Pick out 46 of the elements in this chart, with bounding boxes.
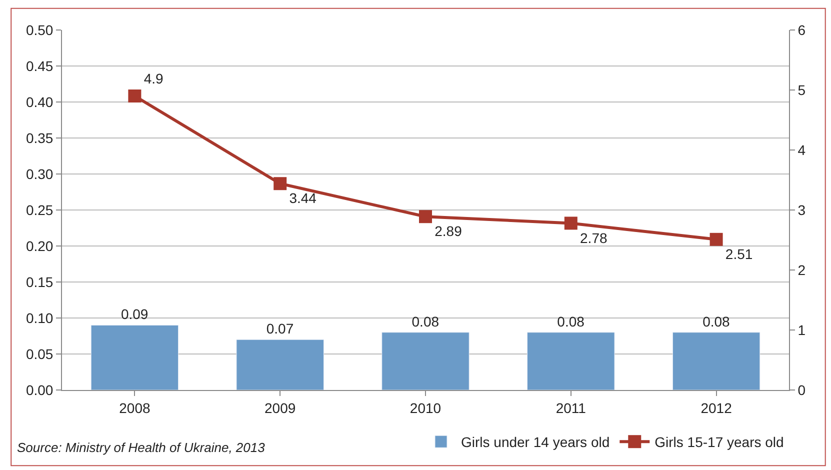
y-tick-label: 0.05 bbox=[26, 346, 54, 362]
y2-tick-label: 2 bbox=[798, 262, 806, 278]
y2-tick-label: 6 bbox=[798, 22, 806, 38]
point bbox=[710, 232, 723, 246]
y2-tick-label: 5 bbox=[798, 82, 806, 98]
data-label: 0.09 bbox=[120, 306, 148, 322]
bar bbox=[382, 332, 470, 390]
x-tick-label: 2009 bbox=[264, 400, 296, 416]
data-label: 4.9 bbox=[144, 70, 164, 86]
y-tick-label: 0.35 bbox=[26, 130, 54, 146]
y-tick-label: 0.30 bbox=[26, 166, 54, 182]
source-note: Source: Ministry of Health of Ukraine, 2013 bbox=[17, 440, 266, 455]
data-label: 0.07 bbox=[266, 320, 294, 337]
bar bbox=[527, 332, 615, 390]
x-tick-label: 2011 bbox=[556, 400, 586, 416]
y-tick-label: 0.00 bbox=[26, 382, 54, 398]
y-tick-label: 0.15 bbox=[26, 274, 54, 290]
y2-tick-label: 4 bbox=[798, 142, 806, 158]
x-tick-label: 2008 bbox=[119, 400, 150, 416]
bar bbox=[90, 324, 179, 390]
data-label: 0.08 bbox=[412, 313, 440, 330]
bar bbox=[236, 339, 324, 390]
data-label: 2.78 bbox=[580, 230, 608, 246]
data-label: 3.44 bbox=[289, 190, 317, 206]
point bbox=[128, 90, 142, 102]
x-tick-label: 2010 bbox=[410, 400, 442, 416]
bar bbox=[672, 332, 760, 390]
data-label: 0.08 bbox=[702, 313, 730, 330]
y-tick-label: 0.20 bbox=[26, 238, 54, 254]
y-tick-label: 0.50 bbox=[26, 22, 54, 38]
y2-tick-label: 3 bbox=[798, 202, 806, 218]
legend-label: Girls under 14 years old bbox=[461, 434, 610, 450]
y-tick-label: 0.45 bbox=[26, 58, 54, 74]
point bbox=[564, 216, 578, 230]
y-tick-label: 0.25 bbox=[26, 202, 54, 218]
data-label: 2.89 bbox=[434, 223, 462, 240]
y-tick-label: 0.10 bbox=[26, 310, 54, 326]
x-tick-label: 2012 bbox=[700, 400, 732, 416]
legend-label: Girls 15-17 years old bbox=[654, 434, 784, 450]
y2-tick-label: 1 bbox=[798, 322, 806, 338]
data-label: 0.08 bbox=[557, 313, 585, 330]
y2-tick-label: 0 bbox=[798, 382, 806, 398]
point bbox=[274, 177, 287, 190]
point bbox=[419, 210, 432, 224]
y-tick-label: 0.40 bbox=[26, 94, 54, 110]
data-label: 2.51 bbox=[725, 246, 753, 262]
